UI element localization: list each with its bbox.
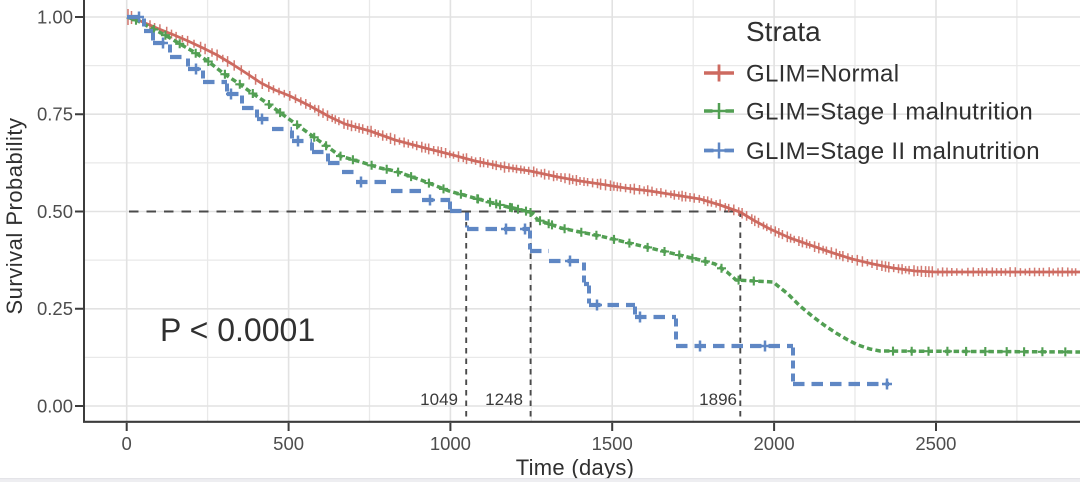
svg-text:1896: 1896 [699, 390, 737, 409]
svg-text:Strata: Strata [746, 16, 821, 47]
svg-text:0: 0 [122, 433, 132, 454]
svg-text:1248: 1248 [485, 390, 523, 409]
svg-text:GLIM=Normal: GLIM=Normal [746, 61, 899, 88]
svg-text:0.00: 0.00 [37, 396, 73, 417]
svg-text:1.00: 1.00 [37, 7, 73, 28]
svg-text:2500: 2500 [915, 433, 956, 454]
svg-text:1049: 1049 [420, 390, 458, 409]
svg-text:Survival Probability: Survival Probability [2, 117, 27, 314]
svg-text:GLIM=Stage II malnutrition: GLIM=Stage II malnutrition [746, 138, 1040, 165]
svg-text:0.25: 0.25 [37, 298, 73, 319]
svg-text:500: 500 [273, 433, 304, 454]
svg-text:2000: 2000 [754, 433, 795, 454]
svg-text:P < 0.0001: P < 0.0001 [160, 312, 315, 348]
svg-text:0.75: 0.75 [37, 104, 73, 125]
svg-text:0.50: 0.50 [37, 201, 73, 222]
svg-text:1500: 1500 [592, 433, 633, 454]
svg-text:Time (days): Time (days) [516, 455, 635, 480]
svg-text:GLIM=Stage I malnutrition: GLIM=Stage I malnutrition [746, 99, 1033, 126]
svg-text:1000: 1000 [430, 433, 471, 454]
